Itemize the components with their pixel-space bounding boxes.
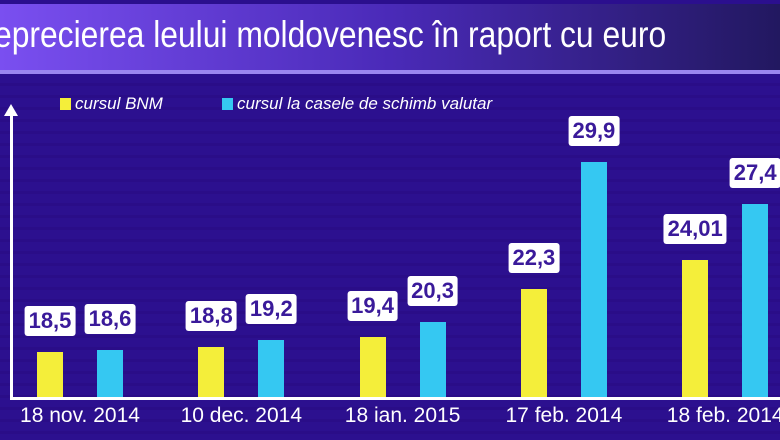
- chart-title: eprecierea leului moldovenesc în raport …: [0, 14, 667, 55]
- bar-exchange: [97, 350, 123, 397]
- bar-bnm: [37, 351, 63, 397]
- y-axis: [10, 112, 13, 400]
- x-tick-label: 10 dec. 2014: [180, 404, 303, 427]
- data-label: 19,2: [245, 294, 297, 325]
- bar-exchange: [580, 161, 607, 397]
- bar-bnm: [198, 346, 225, 397]
- bar-exchange: [258, 340, 285, 397]
- bar-exchange: [419, 321, 446, 397]
- data-label: 18,5: [24, 305, 76, 336]
- data-label: 22,3: [508, 242, 560, 273]
- legend-item-exchange: cursul la casele de schimb valutar: [222, 94, 492, 114]
- x-tick-label: 18 ian. 2015: [344, 404, 461, 427]
- data-label: 24,01: [663, 214, 727, 245]
- data-label: 18,8: [185, 300, 237, 331]
- legend-swatch: [222, 98, 233, 110]
- chart-area: [0, 74, 780, 440]
- data-label: 19,4: [347, 290, 399, 321]
- data-label: 27,4: [729, 157, 780, 188]
- legend-label: cursul BNM: [75, 94, 163, 113]
- legend-label: cursul la casele de schimb valutar: [237, 94, 493, 113]
- x-tick-label: 17 feb. 2014: [505, 404, 623, 427]
- bar-bnm: [359, 336, 386, 397]
- data-label: 20,3: [407, 275, 459, 306]
- bar-bnm: [682, 260, 709, 397]
- x-tick-label: 18 nov. 2014: [20, 404, 140, 427]
- bar-exchange: [742, 203, 769, 397]
- y-axis-arrow: [4, 104, 18, 116]
- x-axis: [10, 397, 780, 400]
- data-label: 29,9: [568, 115, 620, 146]
- legend-swatch: [60, 98, 71, 110]
- data-label: 18,6: [84, 304, 136, 335]
- legend-item-bnm: cursul BNM: [60, 94, 163, 114]
- title-bar: eprecierea leului moldovenesc în raport …: [0, 4, 780, 74]
- bar-bnm: [520, 288, 547, 397]
- x-tick-label: 18 feb. 2014: [666, 404, 780, 427]
